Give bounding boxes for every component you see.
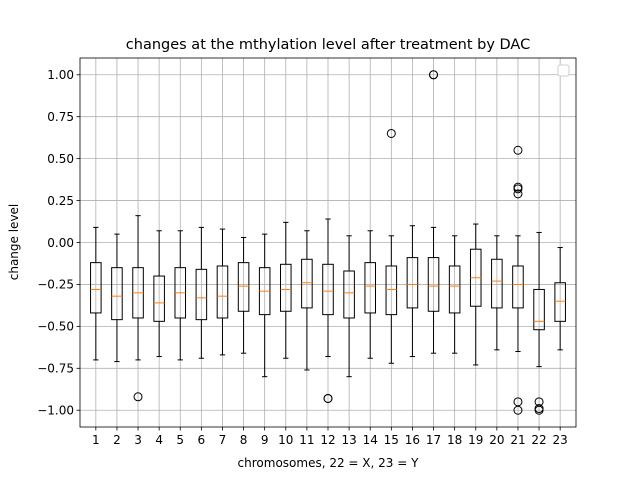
box-chromosome-16 (406, 225, 419, 358)
y-axis-label: change level (7, 204, 21, 281)
x-tick-label: 13 (341, 433, 356, 447)
box-chromosome-2 (111, 233, 123, 363)
iqr-box (280, 263, 292, 312)
iqr-box (301, 258, 313, 309)
outlier-point (513, 145, 523, 155)
box-chromosome-23 (554, 247, 566, 351)
outlier-point (513, 405, 523, 415)
y-tick-label: 0.25 (47, 194, 74, 208)
box-chromosome-7 (216, 228, 229, 356)
y-tick-label: −1.00 (37, 404, 74, 418)
outlier-point (534, 405, 544, 415)
iqr-box (153, 275, 165, 322)
x-tick-label: 22 (531, 433, 546, 447)
box-chromosome-17 (427, 70, 440, 354)
x-tick-label: 17 (426, 433, 441, 447)
iqr-box (322, 263, 334, 316)
legend-box (557, 64, 570, 77)
y-tick-label: 0.50 (47, 152, 74, 166)
x-tick-label: 18 (447, 433, 462, 447)
box-chromosome-22 (533, 231, 545, 415)
iqr-box (195, 268, 208, 321)
box-chromosome-11 (301, 230, 313, 371)
iqr-box (448, 265, 461, 314)
box-chromosome-20 (491, 235, 503, 351)
iqr-box (554, 282, 566, 322)
y-tick-label: 1.00 (47, 68, 74, 82)
outlier-point (386, 128, 396, 138)
box-chromosome-4 (153, 230, 165, 358)
iqr-box (512, 265, 524, 309)
iqr-box (216, 265, 229, 319)
box-chromosome-12 (322, 218, 334, 403)
box-chromosome-15 (385, 128, 398, 364)
x-tick-label: 6 (198, 433, 206, 447)
outlier-point (429, 70, 439, 80)
x-axis-label: chromosomes, 22 = X, 23 = Y (238, 456, 420, 470)
x-tick-label: 16 (405, 433, 420, 447)
x-tick-label: 1 (92, 433, 100, 447)
box-chromosome-5 (174, 230, 187, 361)
box-chromosome-14 (364, 230, 376, 359)
x-tick-label: 4 (155, 433, 163, 447)
outlier-point (133, 392, 143, 402)
box-chromosome-1 (90, 226, 102, 361)
x-tick-label: 2 (113, 433, 121, 447)
y-tick-label: −0.75 (37, 362, 74, 376)
y-tick-label: −0.50 (37, 320, 74, 334)
outlier-point (513, 189, 523, 199)
iqr-box (90, 262, 102, 314)
box-chromosome-6 (195, 226, 208, 359)
box-chromosome-8 (237, 236, 250, 354)
x-tick-label: 7 (219, 433, 227, 447)
box-chromosome-3 (132, 215, 144, 402)
box-chromosome-10 (280, 221, 292, 359)
x-tick-label: 12 (320, 433, 335, 447)
plot-frame (79, 57, 577, 428)
x-tick-label: 14 (363, 433, 378, 447)
x-tick-label: 11 (299, 433, 314, 447)
x-tick-label: 3 (134, 433, 142, 447)
y-tick-label: −0.25 (37, 278, 74, 292)
box-chromosome-13 (343, 235, 355, 378)
box-chromosome-18 (448, 235, 461, 354)
iqr-box (237, 262, 250, 312)
iqr-box (406, 257, 419, 309)
x-tick-label: 20 (489, 433, 504, 447)
box-chromosome-9 (258, 233, 271, 378)
box-chromosome-21 (512, 145, 524, 415)
iqr-box (111, 267, 123, 321)
x-tick-label: 5 (176, 433, 184, 447)
box-chromosome-19 (469, 223, 482, 366)
iqr-box (343, 270, 355, 319)
x-tick-label: 8 (240, 433, 248, 447)
chart-title: changes at the mthylation level after tr… (126, 37, 530, 53)
x-tick-label: 23 (553, 433, 568, 447)
y-tick-label: 0.75 (47, 110, 74, 124)
box-series (90, 70, 566, 415)
outlier-point (513, 184, 523, 194)
outlier-point (323, 393, 333, 403)
x-tick-label: 21 (510, 433, 525, 447)
iqr-box (491, 258, 503, 309)
tick-labels: −1.00 −0.75 −0.50 −0.25 0.00 0.25 0.50 0.75 1.00… (37, 68, 568, 447)
iqr-box (364, 262, 376, 314)
axes (76, 57, 577, 431)
iqr-box (385, 265, 398, 316)
x-tick-label: 15 (384, 433, 399, 447)
iqr-box (533, 288, 545, 331)
y-tick-label: 0.00 (47, 236, 74, 250)
iqr-box (427, 257, 440, 312)
x-tick-label: 19 (468, 433, 483, 447)
x-tick-label: 9 (261, 433, 269, 447)
x-tick-label: 10 (278, 433, 293, 447)
